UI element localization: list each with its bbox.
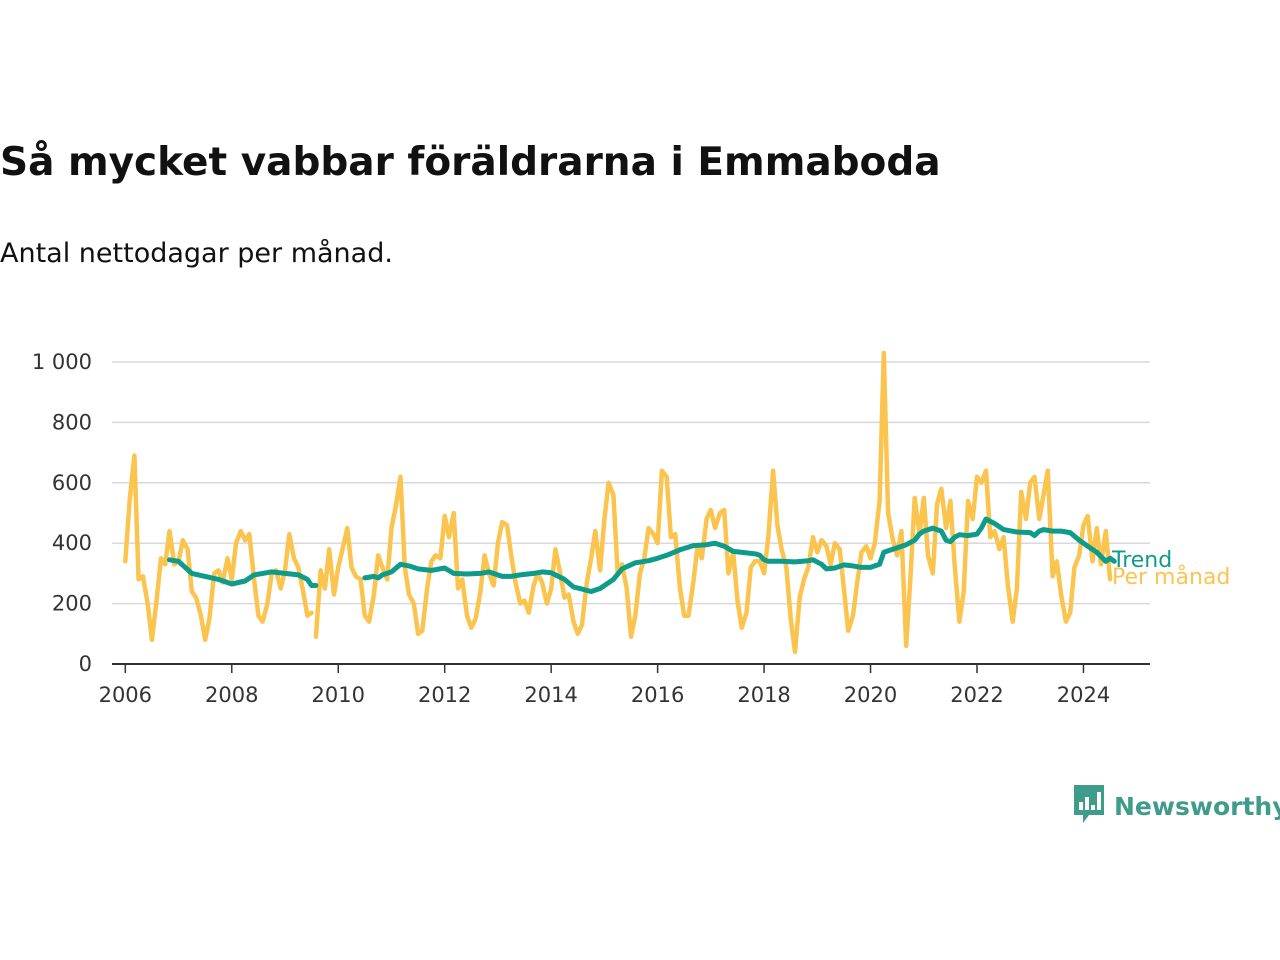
x-tick-label: 2018	[737, 683, 790, 707]
series-line-trend-2	[362, 516, 1117, 594]
chart-title: Så mycket vabbar föräldrarna i Emmaboda	[0, 140, 941, 185]
y-tick-label: 1 000	[32, 350, 92, 374]
x-axis-ticks: 2006 2008 2010 2012 2014 2016 2018 2020 2022 2024	[99, 664, 1110, 707]
y-tick-label: 800	[52, 410, 92, 434]
series-layer	[123, 350, 1117, 655]
y-tick-label: 0	[79, 652, 92, 676]
x-tick-label: 2006	[99, 683, 152, 707]
x-tick-label: 2022	[950, 683, 1003, 707]
y-axis-labels: 0 200 400 600 800 1 000	[32, 350, 92, 676]
series-line-per-m-nad-1	[123, 453, 314, 643]
y-tick-label: 600	[52, 471, 92, 495]
brand: Newsworthy	[1072, 784, 1280, 828]
x-tick-label: 2014	[524, 683, 577, 707]
y-tick-label: 400	[52, 531, 92, 555]
series-label-per-m-nad: Per månad	[1112, 564, 1230, 590]
brand-name: Newsworthy	[1114, 791, 1280, 821]
x-tick-label: 2024	[1057, 683, 1110, 707]
series-label-trend: Trend	[1111, 548, 1172, 573]
series-line-trend-1	[167, 557, 319, 588]
series-line-per-m-nad-2	[313, 350, 1113, 655]
x-tick-label: 2016	[631, 683, 684, 707]
chart-subtitle: Antal nettodagar per månad.	[0, 238, 393, 269]
x-tick-label: 2008	[205, 683, 258, 707]
x-tick-label: 2010	[312, 683, 365, 707]
newsworthy-logo-icon	[1072, 783, 1106, 829]
y-tick-label: 200	[52, 592, 92, 616]
x-tick-label: 2012	[418, 683, 471, 707]
x-tick-label: 2020	[844, 683, 897, 707]
